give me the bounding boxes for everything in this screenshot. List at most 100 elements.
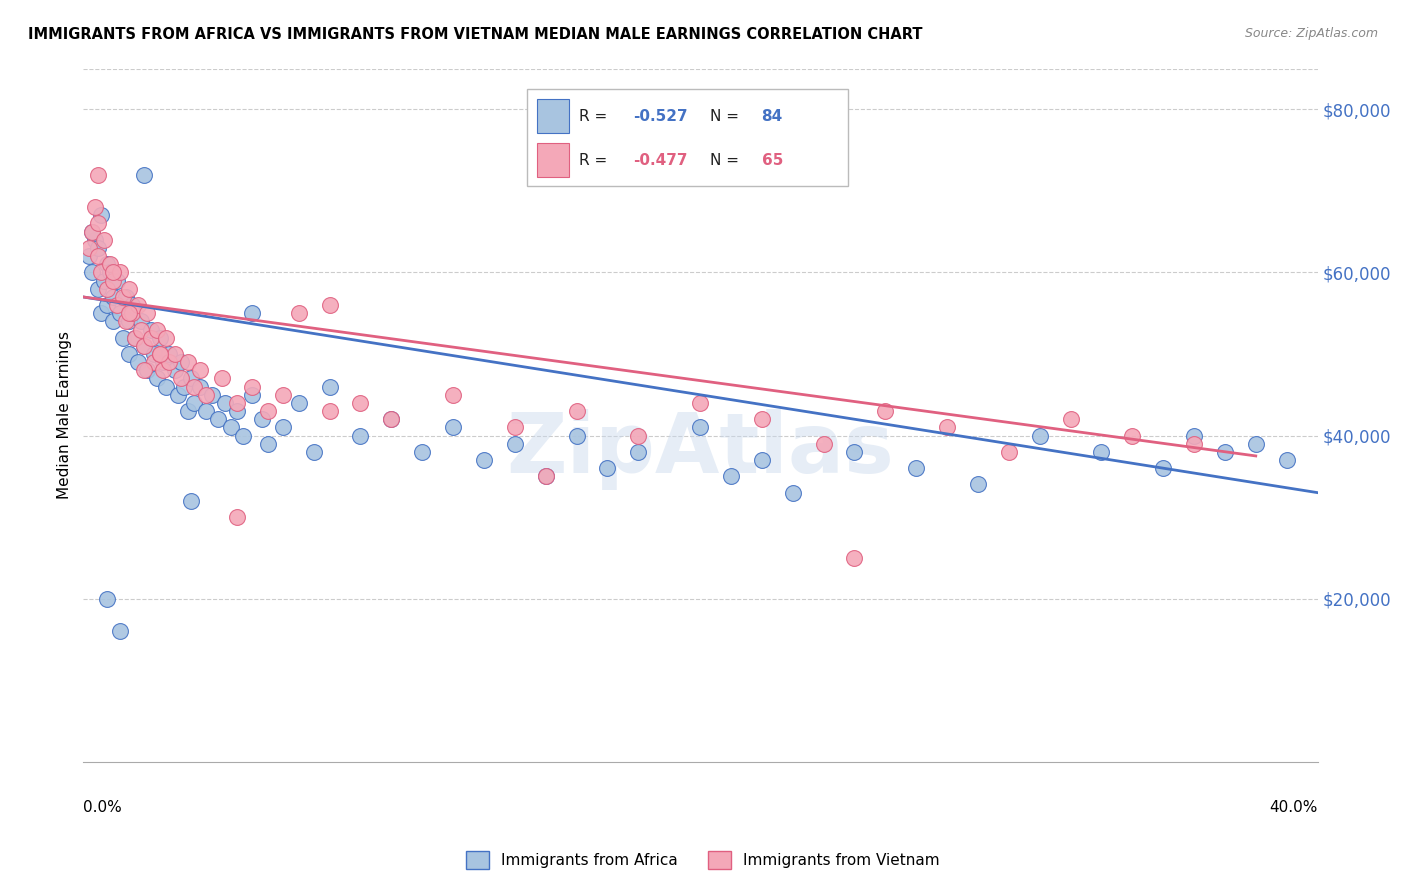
Point xyxy=(1182,428,1205,442)
Point xyxy=(271,388,294,402)
Point xyxy=(87,241,110,255)
Point xyxy=(503,420,526,434)
Point xyxy=(103,265,125,279)
Point xyxy=(441,388,464,402)
Point xyxy=(96,298,118,312)
Point xyxy=(142,347,165,361)
Point xyxy=(720,469,742,483)
Point xyxy=(782,485,804,500)
Point xyxy=(105,298,128,312)
Point xyxy=(103,290,125,304)
Point xyxy=(183,379,205,393)
Point xyxy=(111,290,134,304)
Legend: Immigrants from Africa, Immigrants from Vietnam: Immigrants from Africa, Immigrants from … xyxy=(460,845,946,875)
Point xyxy=(118,314,141,328)
Point xyxy=(90,306,112,320)
Point xyxy=(134,168,156,182)
Point xyxy=(596,461,619,475)
Point xyxy=(201,388,224,402)
Point xyxy=(108,306,131,320)
Point xyxy=(1244,436,1267,450)
Point xyxy=(287,306,309,320)
Point xyxy=(875,404,897,418)
Point xyxy=(176,404,198,418)
Point xyxy=(318,298,340,312)
Point xyxy=(380,412,402,426)
Point xyxy=(349,428,371,442)
Point xyxy=(380,412,402,426)
Point xyxy=(226,396,249,410)
Point xyxy=(149,347,172,361)
Text: IMMIGRANTS FROM AFRICA VS IMMIGRANTS FROM VIETNAM MEDIAN MALE EARNINGS CORRELATI: IMMIGRANTS FROM AFRICA VS IMMIGRANTS FRO… xyxy=(28,27,922,42)
Point xyxy=(93,233,115,247)
Point xyxy=(124,331,146,345)
Point xyxy=(100,257,122,271)
Point xyxy=(302,445,325,459)
Point xyxy=(80,225,103,239)
Point xyxy=(121,298,143,312)
Point xyxy=(139,322,162,336)
Point xyxy=(157,355,180,369)
Point xyxy=(77,241,100,255)
Point xyxy=(87,249,110,263)
Point xyxy=(167,388,190,402)
Point xyxy=(219,420,242,434)
Point xyxy=(80,265,103,279)
Point xyxy=(287,396,309,410)
Point xyxy=(441,420,464,434)
Point xyxy=(152,355,174,369)
Point xyxy=(195,404,218,418)
Text: Source: ZipAtlas.com: Source: ZipAtlas.com xyxy=(1244,27,1378,40)
Point xyxy=(87,217,110,231)
Point xyxy=(751,453,773,467)
Point xyxy=(565,428,588,442)
Point xyxy=(1121,428,1143,442)
Point xyxy=(87,282,110,296)
Point xyxy=(232,428,254,442)
Point xyxy=(250,412,273,426)
Point xyxy=(997,445,1019,459)
Point xyxy=(155,379,177,393)
Y-axis label: Median Male Earnings: Median Male Earnings xyxy=(58,331,72,500)
Point xyxy=(118,282,141,296)
Point xyxy=(124,331,146,345)
Point xyxy=(90,208,112,222)
Point xyxy=(318,404,340,418)
Point xyxy=(936,420,959,434)
Point xyxy=(318,379,340,393)
Point xyxy=(1182,436,1205,450)
Point xyxy=(108,265,131,279)
Point xyxy=(96,257,118,271)
Point xyxy=(173,379,195,393)
Point xyxy=(256,404,278,418)
Point xyxy=(214,396,236,410)
Point xyxy=(180,493,202,508)
Point xyxy=(108,624,131,639)
Point xyxy=(129,314,152,328)
Point xyxy=(349,396,371,410)
Point xyxy=(472,453,495,467)
Point xyxy=(207,412,229,426)
Point xyxy=(145,371,167,385)
Point xyxy=(103,314,125,328)
Point xyxy=(226,404,249,418)
Point xyxy=(129,322,152,336)
Point xyxy=(145,322,167,336)
Point xyxy=(165,347,187,361)
Point xyxy=(1213,445,1236,459)
Point xyxy=(751,412,773,426)
Point xyxy=(127,355,149,369)
Point xyxy=(211,371,233,385)
Point xyxy=(534,469,557,483)
Point xyxy=(256,436,278,450)
Point xyxy=(844,445,866,459)
Point xyxy=(188,379,211,393)
Point xyxy=(844,550,866,565)
Point xyxy=(813,436,835,450)
Point xyxy=(90,265,112,279)
Point xyxy=(188,363,211,377)
Point xyxy=(170,355,193,369)
Point xyxy=(689,396,711,410)
Point xyxy=(96,282,118,296)
Point xyxy=(242,388,264,402)
